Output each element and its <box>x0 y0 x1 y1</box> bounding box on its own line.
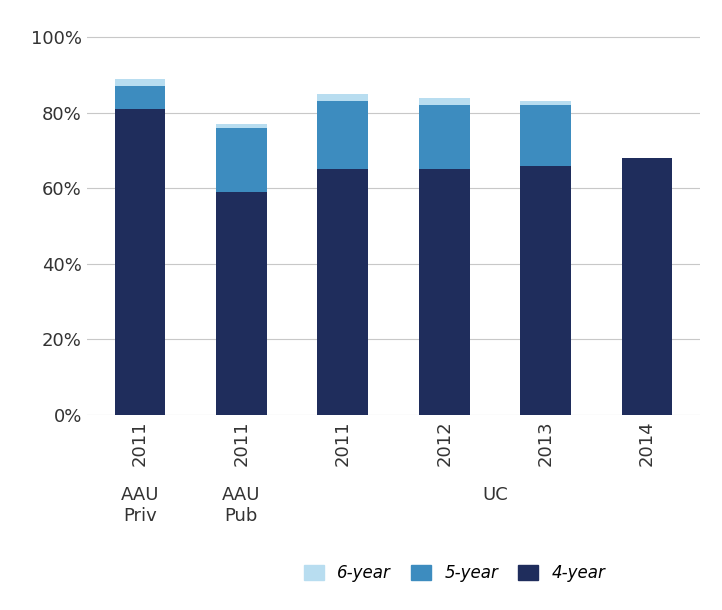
Bar <box>115 86 165 109</box>
Bar <box>521 105 571 165</box>
Bar <box>521 101 571 105</box>
Bar <box>318 94 368 101</box>
Bar <box>419 98 469 105</box>
Bar <box>115 79 165 86</box>
Bar <box>521 165 571 415</box>
Bar <box>216 124 266 128</box>
Bar <box>419 170 469 415</box>
Bar <box>318 101 368 170</box>
Bar <box>216 192 266 415</box>
Text: UC: UC <box>482 486 508 504</box>
Bar <box>216 128 266 192</box>
Legend: 6-year, 5-year, 4-year: 6-year, 5-year, 4-year <box>297 558 612 589</box>
Bar <box>318 170 368 415</box>
Bar <box>622 158 672 415</box>
Bar <box>419 105 469 170</box>
Text: AAU
Pub: AAU Pub <box>222 486 261 525</box>
Bar <box>115 109 165 415</box>
Text: AAU
Priv: AAU Priv <box>121 486 159 525</box>
